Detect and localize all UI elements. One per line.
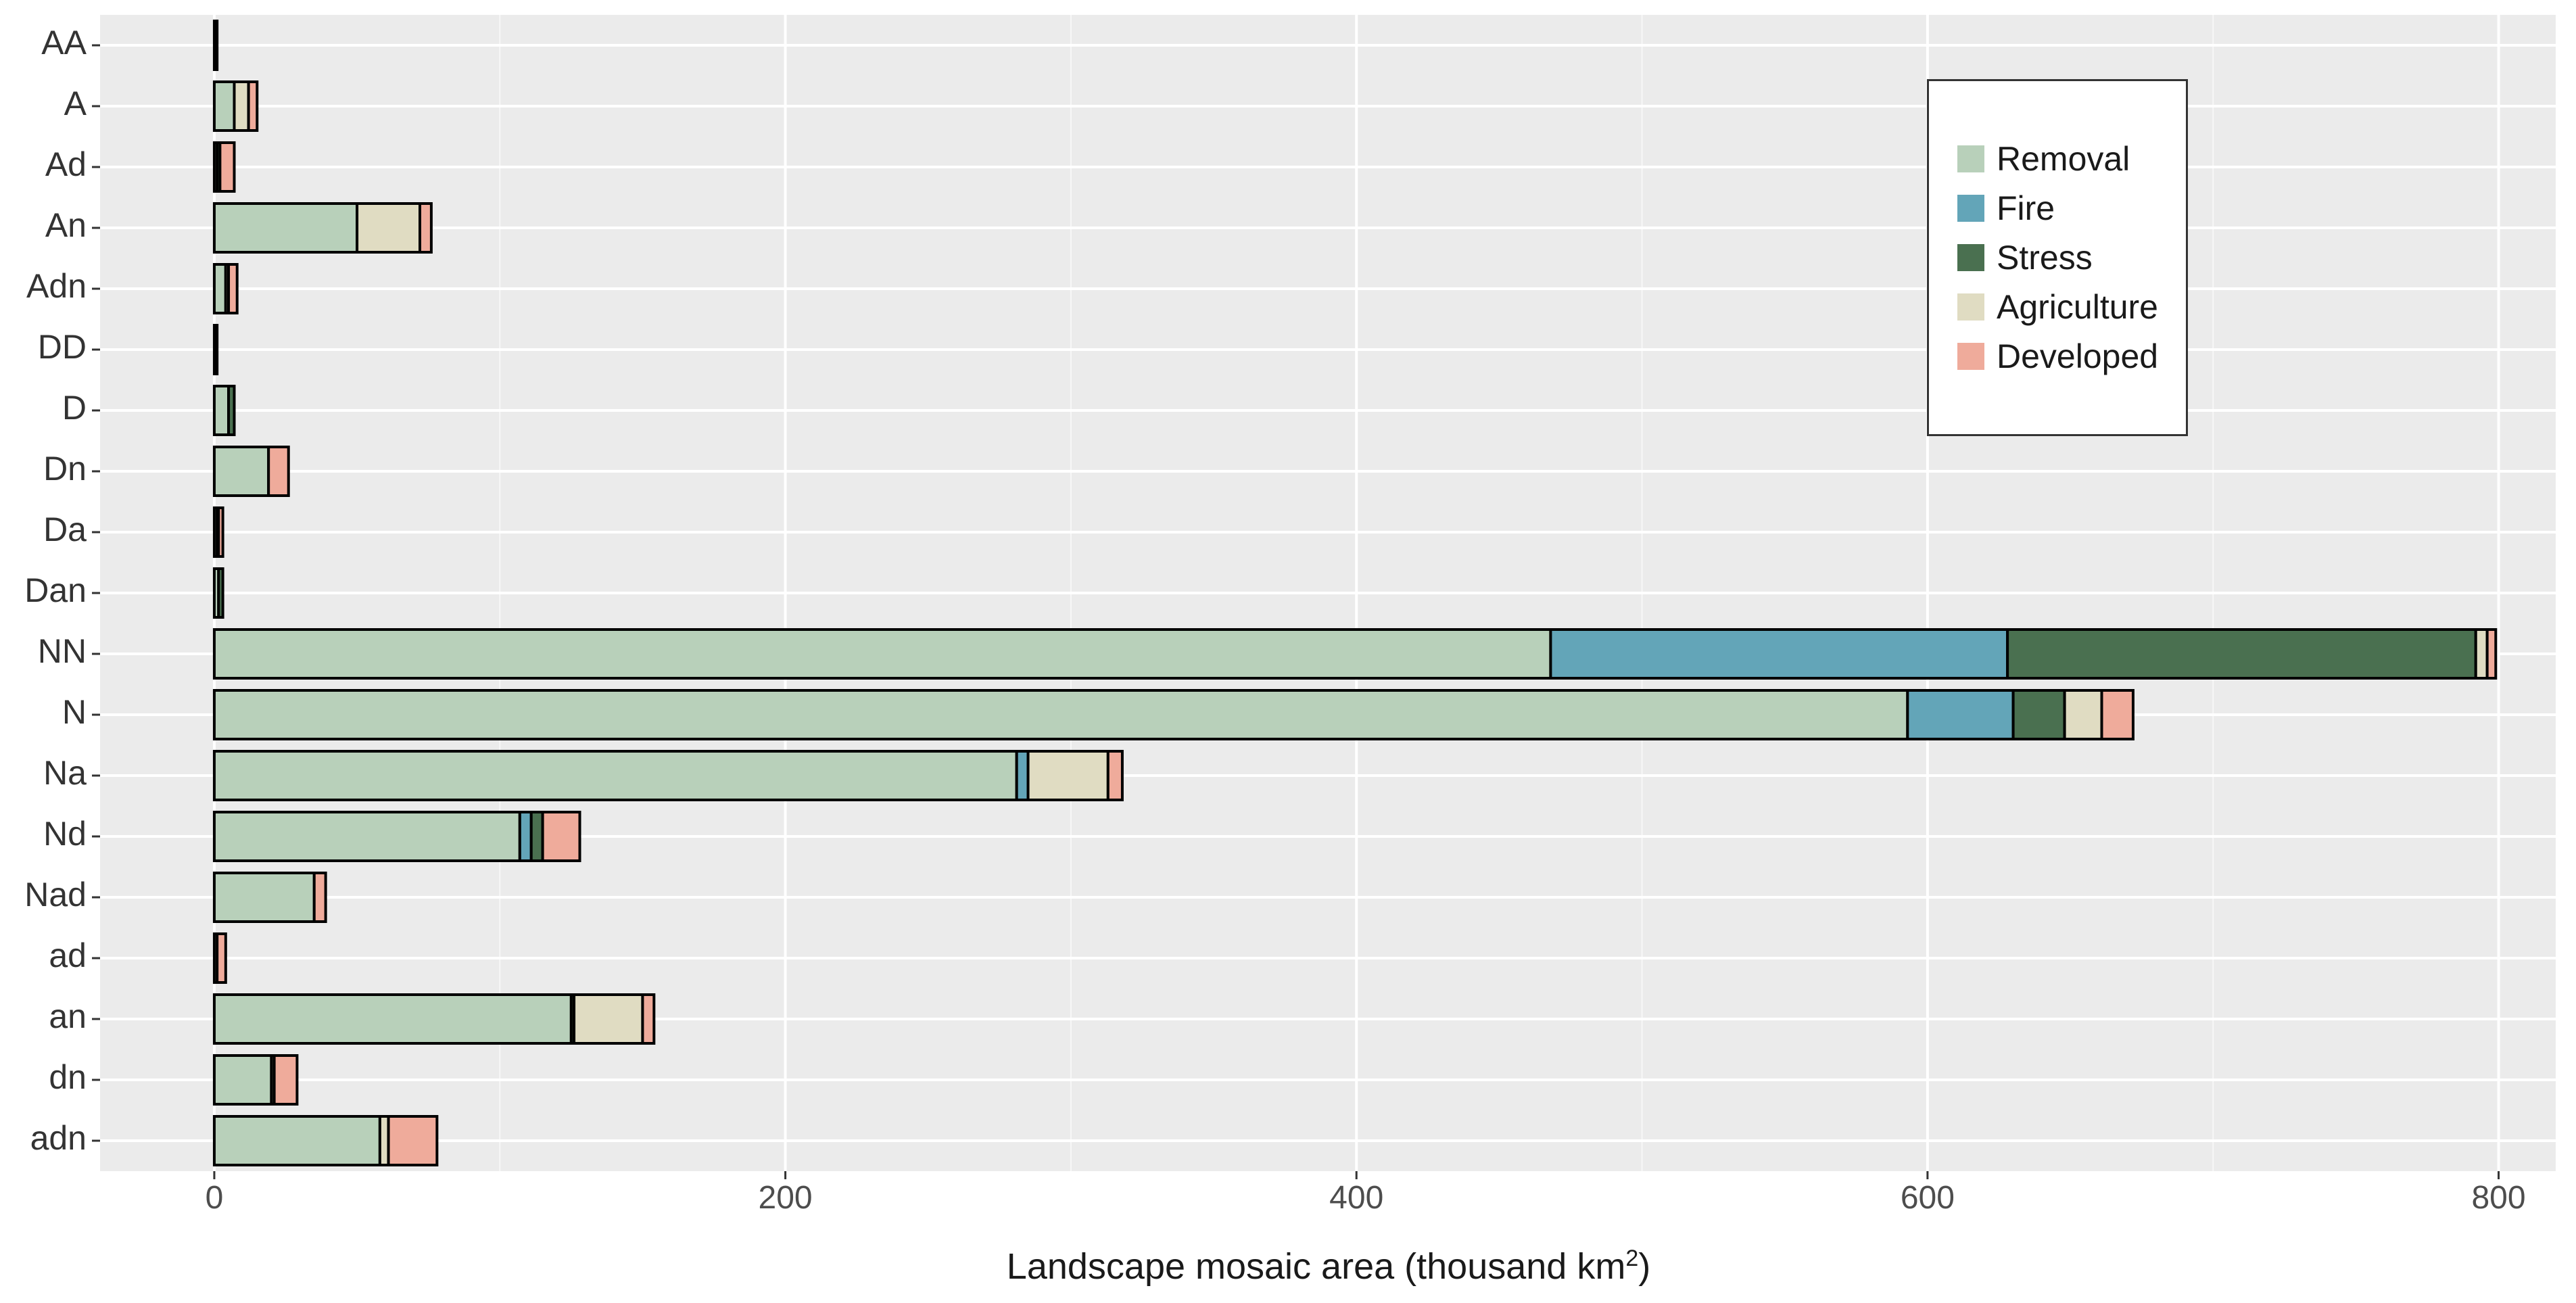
legend-item-fire: Fire [1957,189,2055,227]
bar-segment-removal-an [212,993,573,1045]
y-tick-label-Na: Na [43,754,87,792]
x-tick-label-600: 600 [1901,1180,1955,1216]
bar-segment-agriculture-A [233,80,250,132]
y-tick-label-Dn: Dn [43,450,87,488]
bar-segment-developed-An [419,202,433,254]
bar-segment-stress-Dan [217,567,224,619]
x-axis-title-superscript: 2 [1625,1246,1639,1271]
bar-segment-developed-dn [272,1054,299,1106]
legend-swatch-fire [1957,195,1984,222]
x-axis-title: Landscape mosaic area (thousand km2) [0,1246,2576,1287]
x-axis: 0 200 400 600 800 [206,1171,2526,1216]
y-tick-label-A: A [64,85,87,122]
legend: Removal Fire Stress Agriculture Develope… [1927,79,2188,436]
bar-segment-stress-NN [2006,628,2477,680]
y-tick-label-NN: NN [38,632,87,670]
legend-item-stress: Stress [1957,239,2093,277]
y-tick-label-Ad: Ad [45,145,87,183]
bar-segment-removal-dn [212,1054,273,1106]
bar-segment-developed-adn [387,1115,439,1166]
bar-segment-fire-N [1906,689,2015,740]
x-tick-label-400: 400 [1329,1180,1383,1216]
bar-segment-developed-Da [217,506,224,558]
bar-segment-developed-N [2100,689,2134,740]
x-tick-label-0: 0 [206,1180,224,1216]
y-tick-label-An: An [45,206,87,244]
bar-segment-removal-D [212,385,231,436]
bar-segment-fire-NN [1549,628,2009,680]
y-tick-label-Nd: Nd [43,815,87,853]
bar-segment-agriculture-An [356,202,422,254]
y-tick-label-adn: adn [30,1119,87,1157]
y-tick-label-an: an [49,997,87,1035]
bar-segment-developed-an [641,993,656,1045]
legend-label-developed: Developed [1997,337,2159,375]
y-tick-label-dn: dn [49,1058,87,1096]
bar-segment-developed-Adn [227,263,239,314]
y-tick-label-DD: DD [38,328,87,366]
bar-segment-agriculture-an [573,993,644,1045]
bar-segment-agriculture-Na [1026,750,1110,801]
legend-swatch-agriculture [1957,293,1984,321]
bar-segment-stress-N [2011,689,2066,740]
bar-segment-fire-Na [1015,750,1030,801]
x-axis-title-text: Landscape mosaic area (thousand km [1006,1246,1626,1287]
bar-segment-removal-An [212,202,359,254]
legend-item-developed: Developed [1957,337,2159,375]
bar-segment-removal-Dn [212,446,270,497]
legend-item-removal: Removal [1957,140,2130,178]
bar-segment-agriculture-N [2063,689,2103,740]
bar-segment-removal-Adn [212,263,227,314]
legend-item-agriculture: Agriculture [1957,288,2158,326]
bar-segment-fire-Nd [518,811,533,862]
x-axis-title-suffix: ) [1638,1246,1651,1287]
bar-segment-developed-Nd [541,811,581,862]
y-tick-label-AA: AA [41,24,87,62]
legend-label-agriculture: Agriculture [1997,288,2158,326]
bar-segment-removal-NN [212,628,1552,680]
legend-swatch-developed [1957,343,1984,370]
legend-swatch-removal [1957,145,1984,172]
bar-layer [212,20,2498,1166]
y-tick-label-D: D [62,389,87,427]
legend-label-removal: Removal [1997,140,2130,178]
bar-segment-developed-Nad [312,872,327,923]
bar-segment-removal-A [212,80,236,132]
bar-segment-developed-A [247,80,259,132]
y-tick-label-ad: ad [49,937,87,974]
bar-segment-developed-Ad [218,141,236,193]
y-tick-label-Dan: Dan [24,571,87,609]
y-tick-label-Adn: Adn [26,267,87,305]
x-tick-label-200: 200 [759,1180,813,1216]
bar-segment-stress-AA [214,20,219,71]
bar-segment-stress-D [227,385,236,436]
bar-segment-removal-Na [212,750,1018,801]
y-tick-label-N: N [62,693,87,731]
bar-segment-developed-NN [2485,628,2498,680]
bar-segment-removal-Nd [212,811,521,862]
legend-label-fire: Fire [1997,189,2055,227]
y-tick-label-Da: Da [43,511,87,548]
bar-segment-developed-Na [1106,750,1124,801]
bar-segment-developed-ad [216,932,227,984]
legend-label-stress: Stress [1997,239,2093,277]
legend-swatch-stress [1957,244,1984,271]
bar-segment-developed-Dn [267,446,290,497]
x-tick-label-800: 800 [2471,1180,2525,1216]
bar-segment-stress-DD [214,324,219,375]
bar-segment-removal-N [212,689,1909,740]
y-tick-label-Nad: Nad [24,876,87,914]
bar-segment-stress-Nd [529,811,544,862]
bar-segment-agriculture-NN [2474,628,2489,680]
bar-segment-removal-adn [212,1115,381,1166]
bar-segment-removal-Nad [212,872,316,923]
